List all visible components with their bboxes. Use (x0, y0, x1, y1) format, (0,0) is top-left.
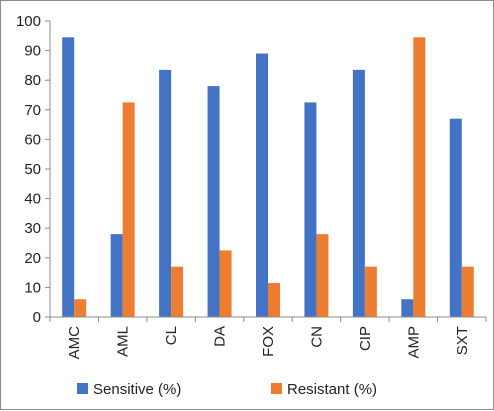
y-tick-label: 40 (24, 191, 41, 208)
resistant-bar-sxt (461, 266, 474, 317)
sensitive-bar-da (207, 86, 220, 318)
sensitive-bar-sxt (449, 118, 462, 318)
y-tick-label: 100 (16, 13, 41, 30)
legend-label-resistant: Resistant (%) (287, 381, 377, 398)
resistant-bar-fox (268, 282, 280, 317)
sensitive-bar-aml (110, 234, 123, 317)
resistant-bar-da (219, 250, 232, 317)
resistant-bar-cl (171, 266, 184, 317)
y-axis: 0 10 20 30 40 50 60 70 80 90 100 (16, 13, 51, 326)
y-tick-label: 10 (24, 279, 41, 296)
sensitive-bar-amc (62, 37, 75, 317)
resistant-bar-amp (413, 37, 426, 317)
x-tick-label: CIP (357, 326, 374, 351)
x-tick-label: DA (212, 326, 229, 347)
sensitive-bar-fox (256, 53, 268, 318)
legend: Sensitive (%) Resistant (%) (77, 381, 377, 398)
sensitive-bar-cn (304, 102, 317, 318)
x-tick-label: AMP (405, 326, 422, 359)
y-tick-label: 30 (24, 220, 41, 237)
bars (62, 37, 474, 318)
x-tick-label: AMC (66, 326, 83, 360)
y-tick-label: 70 (24, 102, 41, 119)
y-tick-label: 0 (33, 309, 41, 326)
y-tick-label: 90 (24, 43, 41, 60)
y-tick-label: 50 (24, 161, 41, 178)
resistant-bar-aml (122, 102, 135, 318)
y-tick-label: 80 (24, 72, 41, 89)
legend-swatch-resistant (271, 383, 282, 394)
x-axis: AMC AML CL DA FOX CN CIP AMP SXT (49, 316, 487, 360)
x-tick-label: SXT (454, 326, 471, 355)
sensitive-bar-cl (159, 69, 172, 317)
x-tick-label: CN (308, 326, 325, 348)
x-tick-label: CL (163, 326, 180, 345)
legend-label-sensitive: Sensitive (%) (93, 381, 181, 398)
x-tick-label: AML (115, 326, 132, 357)
y-tick-label: 60 (24, 131, 41, 148)
resistant-bar-cn (316, 234, 329, 317)
sensitive-bar-amp (401, 299, 414, 317)
legend-swatch-sensitive (77, 383, 88, 394)
resistant-bar-amc (74, 299, 87, 317)
resistant-bar-cip (364, 266, 377, 317)
x-tick-label: FOX (260, 326, 277, 357)
sensitive-bar-cip (352, 69, 365, 317)
y-tick-label: 20 (24, 250, 41, 267)
